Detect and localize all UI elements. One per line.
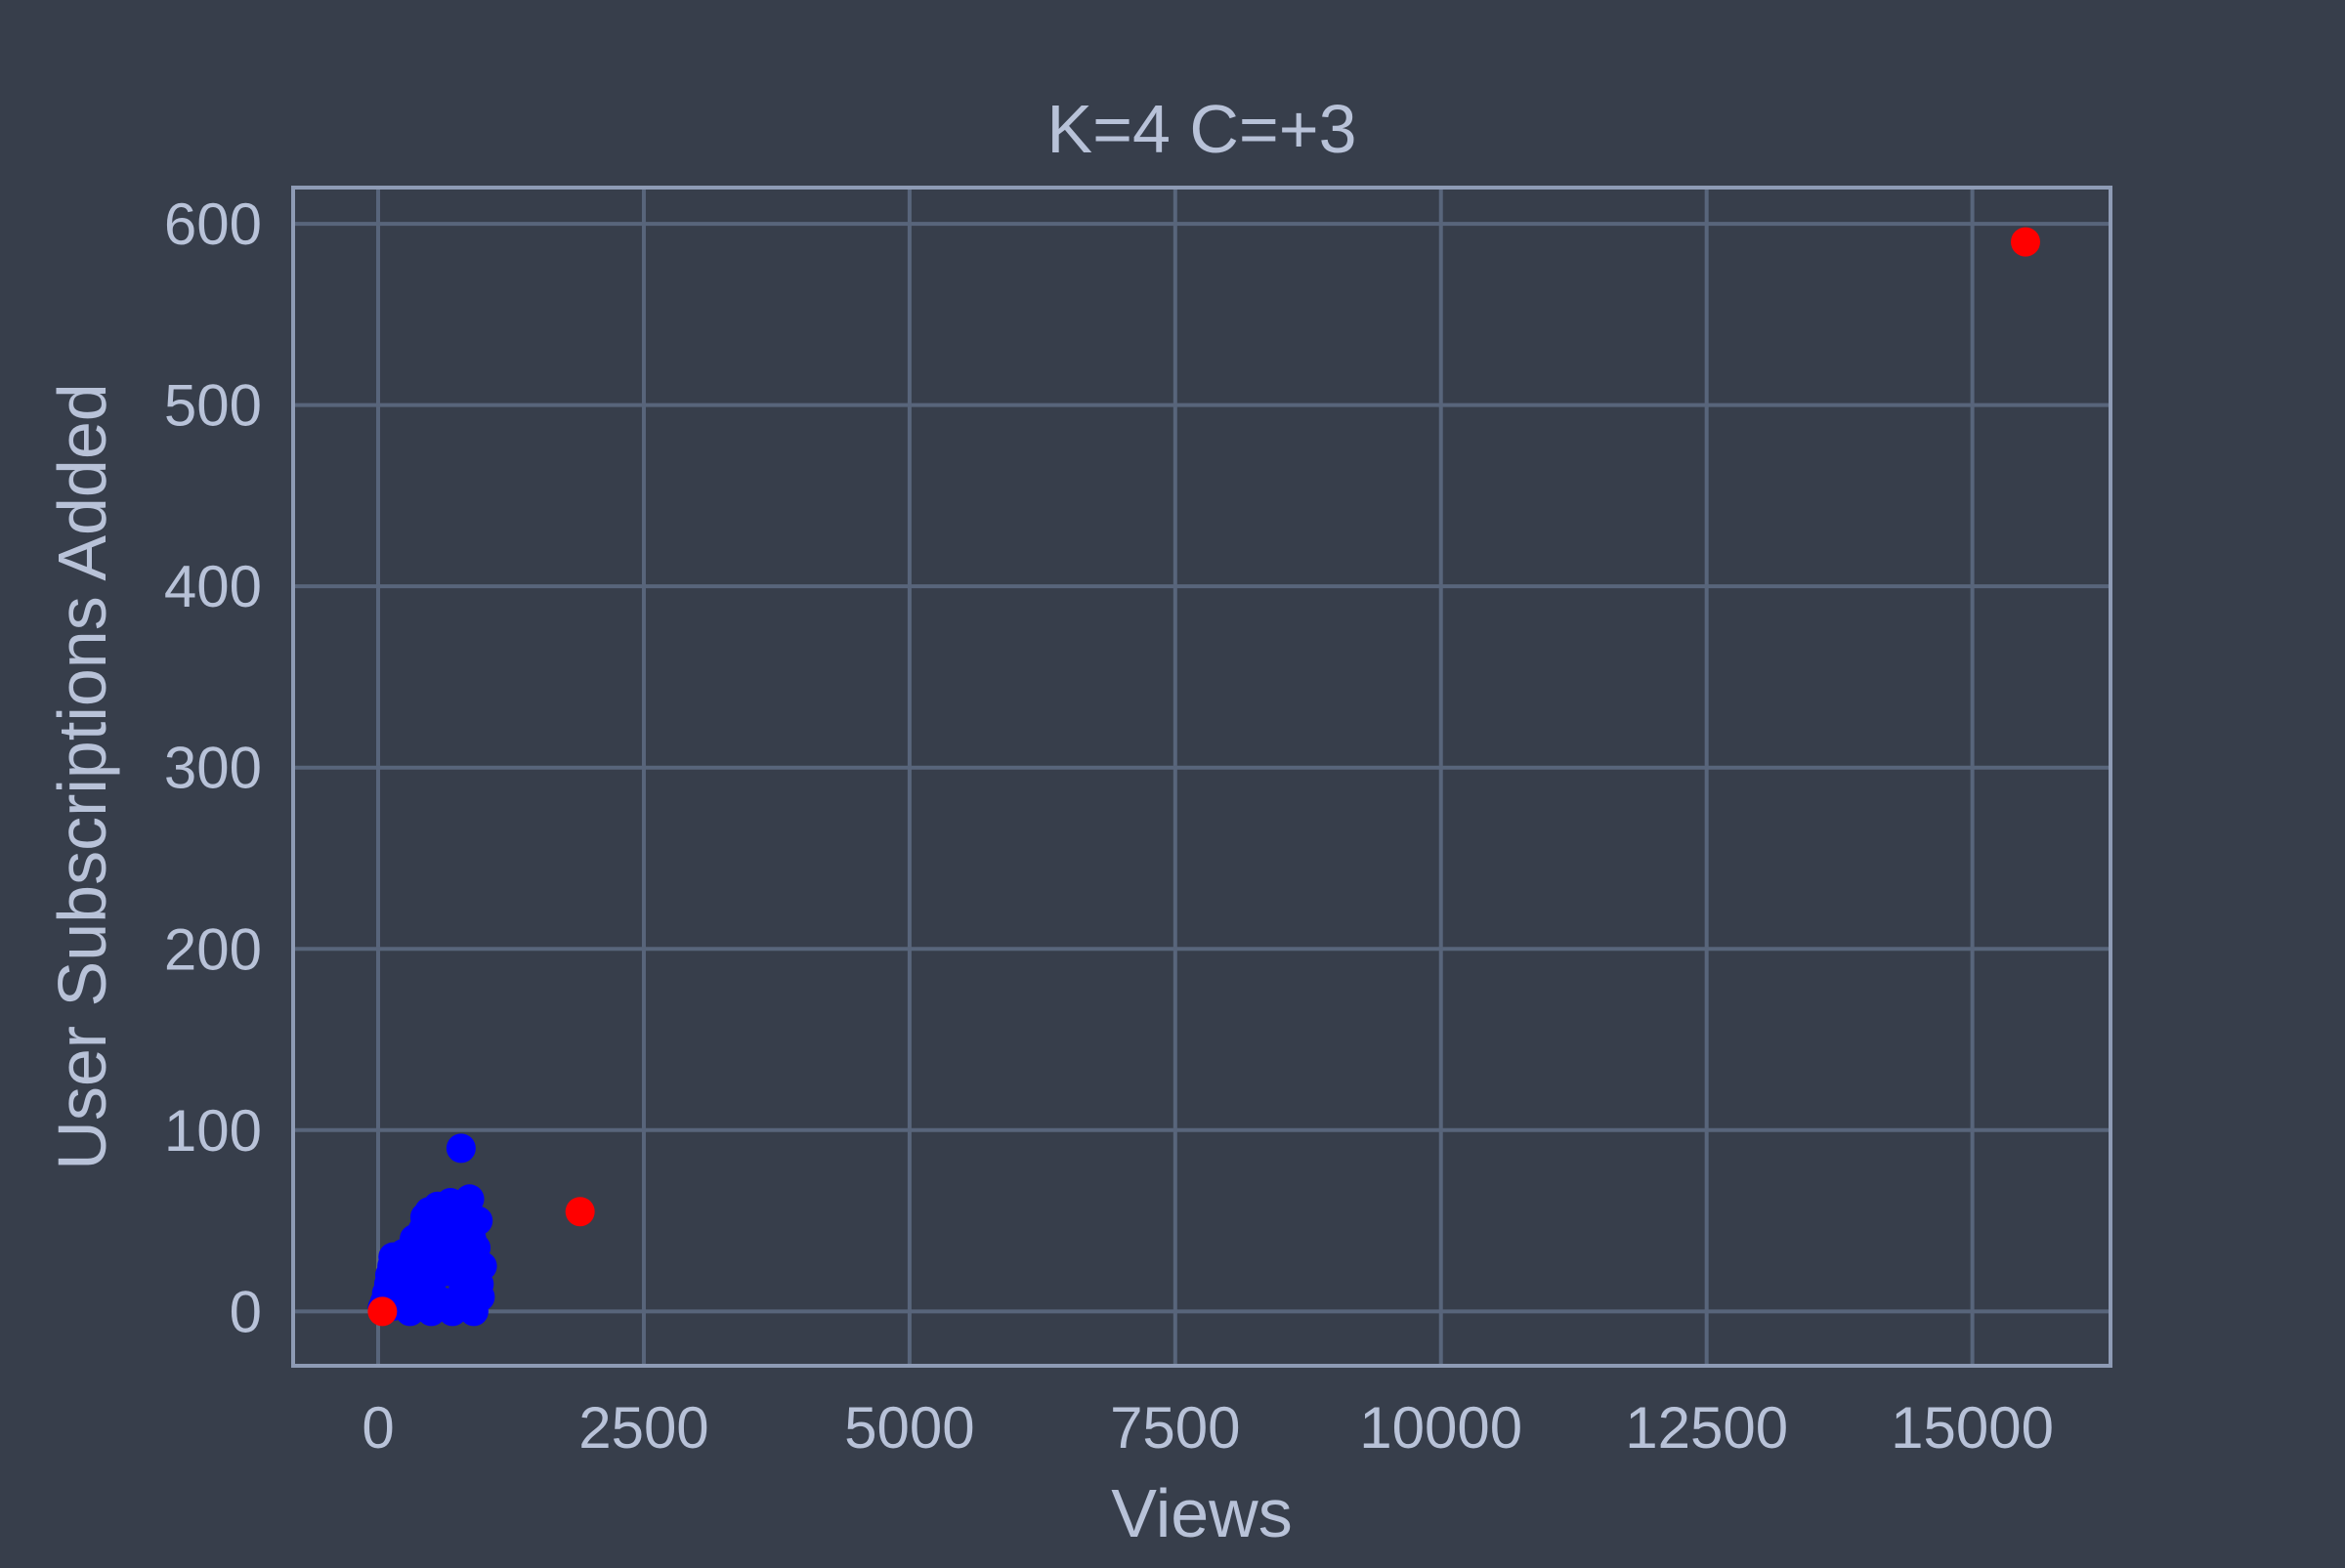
x-tick-label: 7500 <box>1110 1395 1240 1461</box>
chart-title: K=4 C=+3 <box>1046 91 1356 167</box>
blue-data-point <box>464 1269 494 1299</box>
x-axis-label: Views <box>1111 1475 1292 1551</box>
blue-data-point <box>453 1214 484 1245</box>
y-tick-label: 0 <box>230 1279 262 1344</box>
x-axis-ticks: 0 2500 5000 7500 10000 12500 15000 <box>362 1395 2054 1461</box>
blue-data-point <box>438 1296 468 1327</box>
y-tick-label: 600 <box>164 191 262 257</box>
x-tick-label: 12500 <box>1625 1395 1788 1461</box>
blue-data-point <box>432 1242 462 1272</box>
blue-data-point <box>458 1296 489 1327</box>
plot-frame <box>291 186 2112 1368</box>
y-tick-label: 500 <box>164 373 262 439</box>
x-tick-label: 0 <box>362 1395 394 1461</box>
grid-lines <box>293 188 2110 1366</box>
y-tick-label: 100 <box>164 1098 262 1164</box>
x-tick-label: 5000 <box>844 1395 974 1461</box>
blue-data-point <box>410 1278 441 1308</box>
red-data-point <box>565 1197 595 1227</box>
blue-data-point <box>446 1133 476 1164</box>
red-data-point <box>367 1296 398 1327</box>
x-tick-label: 15000 <box>1891 1395 2054 1461</box>
y-axis-ticks: 0 100 200 300 400 500 600 <box>164 191 262 1344</box>
y-tick-label: 300 <box>164 736 262 801</box>
x-tick-label: 2500 <box>578 1395 708 1461</box>
red-data-point <box>2010 227 2040 257</box>
y-tick-label: 400 <box>164 554 262 619</box>
x-tick-label: 10000 <box>1359 1395 1522 1461</box>
y-axis-label: User Subscriptions Added <box>44 383 120 1169</box>
data-points <box>367 227 2040 1327</box>
y-tick-label: 200 <box>164 916 262 982</box>
